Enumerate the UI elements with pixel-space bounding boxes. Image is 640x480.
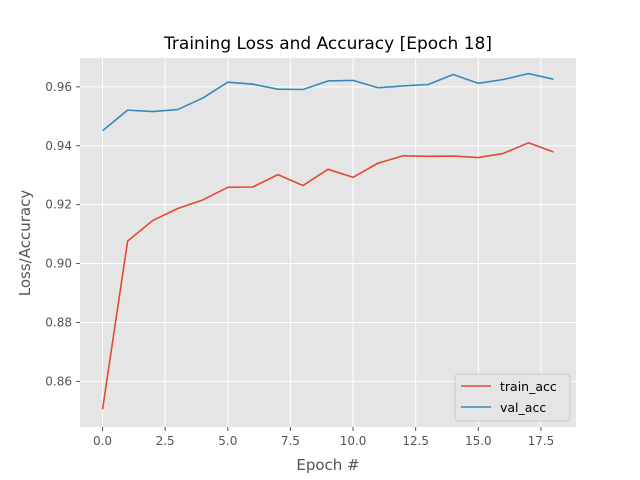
plot-area (80, 58, 576, 427)
y-tick-label: 0.88 (45, 315, 72, 329)
legend-label-val-acc: val_acc (500, 400, 546, 415)
series-line-train-acc (101, 142, 554, 410)
x-tick-label: 5.0 (218, 434, 237, 448)
series-line-val-acc (102, 72, 554, 132)
x-tick-label: 2.5 (156, 434, 175, 448)
x-tick-label: 15.0 (465, 434, 492, 448)
y-tick-label: 0.92 (45, 198, 72, 212)
x-tick-label: 10.0 (340, 434, 367, 448)
series-lines (101, 72, 554, 410)
x-tick-label: 7.5 (281, 434, 300, 448)
y-axis-ticks: 0.86 0.88 0.90 0.92 0.94 0.96 (45, 80, 80, 388)
x-axis-label: Epoch # (296, 456, 359, 474)
legend-label-train-acc: train_acc (500, 379, 557, 394)
x-tick-label: 0.0 (93, 434, 112, 448)
y-tick-label: 0.96 (45, 80, 72, 94)
y-tick-label: 0.86 (45, 374, 72, 388)
x-tick-label: 12.5 (402, 434, 429, 448)
y-axis-label: Loss/Accuracy (16, 190, 34, 297)
legend: train_acc val_acc (454, 373, 571, 422)
x-tick-label: 17.5 (528, 434, 555, 448)
grid-lines (80, 58, 576, 427)
chart-title: Training Loss and Accuracy [Epoch 18] (163, 34, 492, 54)
y-tick-label: 0.94 (45, 139, 72, 153)
x-axis-ticks: 0.0 2.5 5.0 7.5 10.0 12.5 15.0 17.5 (93, 427, 554, 448)
y-tick-label: 0.90 (45, 257, 72, 271)
